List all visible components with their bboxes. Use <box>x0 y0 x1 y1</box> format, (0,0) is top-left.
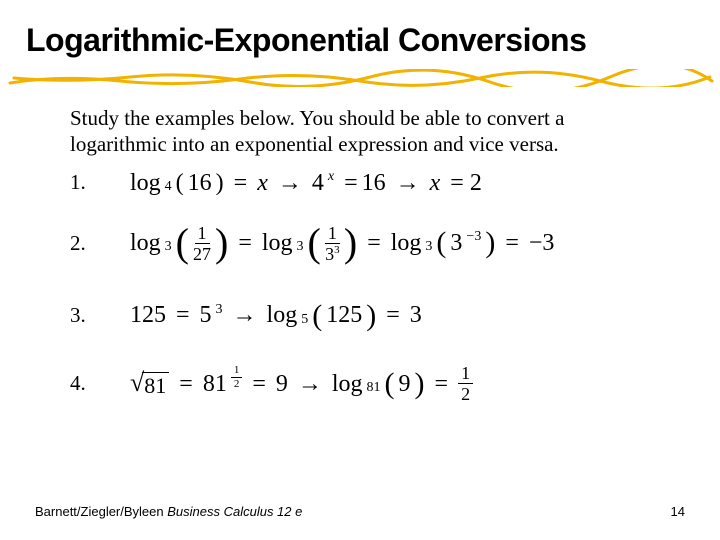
item-number: 3. <box>70 302 130 328</box>
arrow-icon: → <box>396 168 420 198</box>
example-3: 3. 125 = 53 → log5 (125) = 3 <box>70 297 650 335</box>
page-number: 14 <box>671 504 685 519</box>
intro-text: Study the examples below. You should be … <box>70 105 650 158</box>
arrow-icon: → <box>278 168 302 198</box>
content-area: Study the examples below. You should be … <box>0 87 720 403</box>
item-number: 2. <box>70 230 130 256</box>
title-underline <box>0 69 720 87</box>
footer: Barnett/Ziegler/Byleen Business Calculus… <box>35 504 685 519</box>
arrow-icon: → <box>233 300 257 330</box>
example-4: 4. √81 = 8112 = 9 → log81 (9) = 12 <box>70 364 650 403</box>
example-2: 2. log3 ( 127 ) = log3 ( 133 ) = log3 (3… <box>70 224 650 263</box>
item-number: 1. <box>70 169 130 195</box>
equation-4: √81 = 8112 = 9 → log81 (9) = 12 <box>130 364 473 403</box>
equation-1: log4 (16) = x → 4x =16 → x = 2 <box>130 168 482 198</box>
equation-3: 125 = 53 → log5 (125) = 3 <box>130 297 422 335</box>
example-1: 1. log4 (16) = x → 4x =16 → x = 2 <box>70 168 650 198</box>
equation-2: log3 ( 127 ) = log3 ( 133 ) = log3 (3−3)… <box>130 224 554 263</box>
page-title: Logarithmic-Exponential Conversions <box>0 0 720 59</box>
arrow-icon: → <box>298 369 322 399</box>
item-number: 4. <box>70 370 130 396</box>
footer-left: Barnett/Ziegler/Byleen Business Calculus… <box>35 504 302 519</box>
